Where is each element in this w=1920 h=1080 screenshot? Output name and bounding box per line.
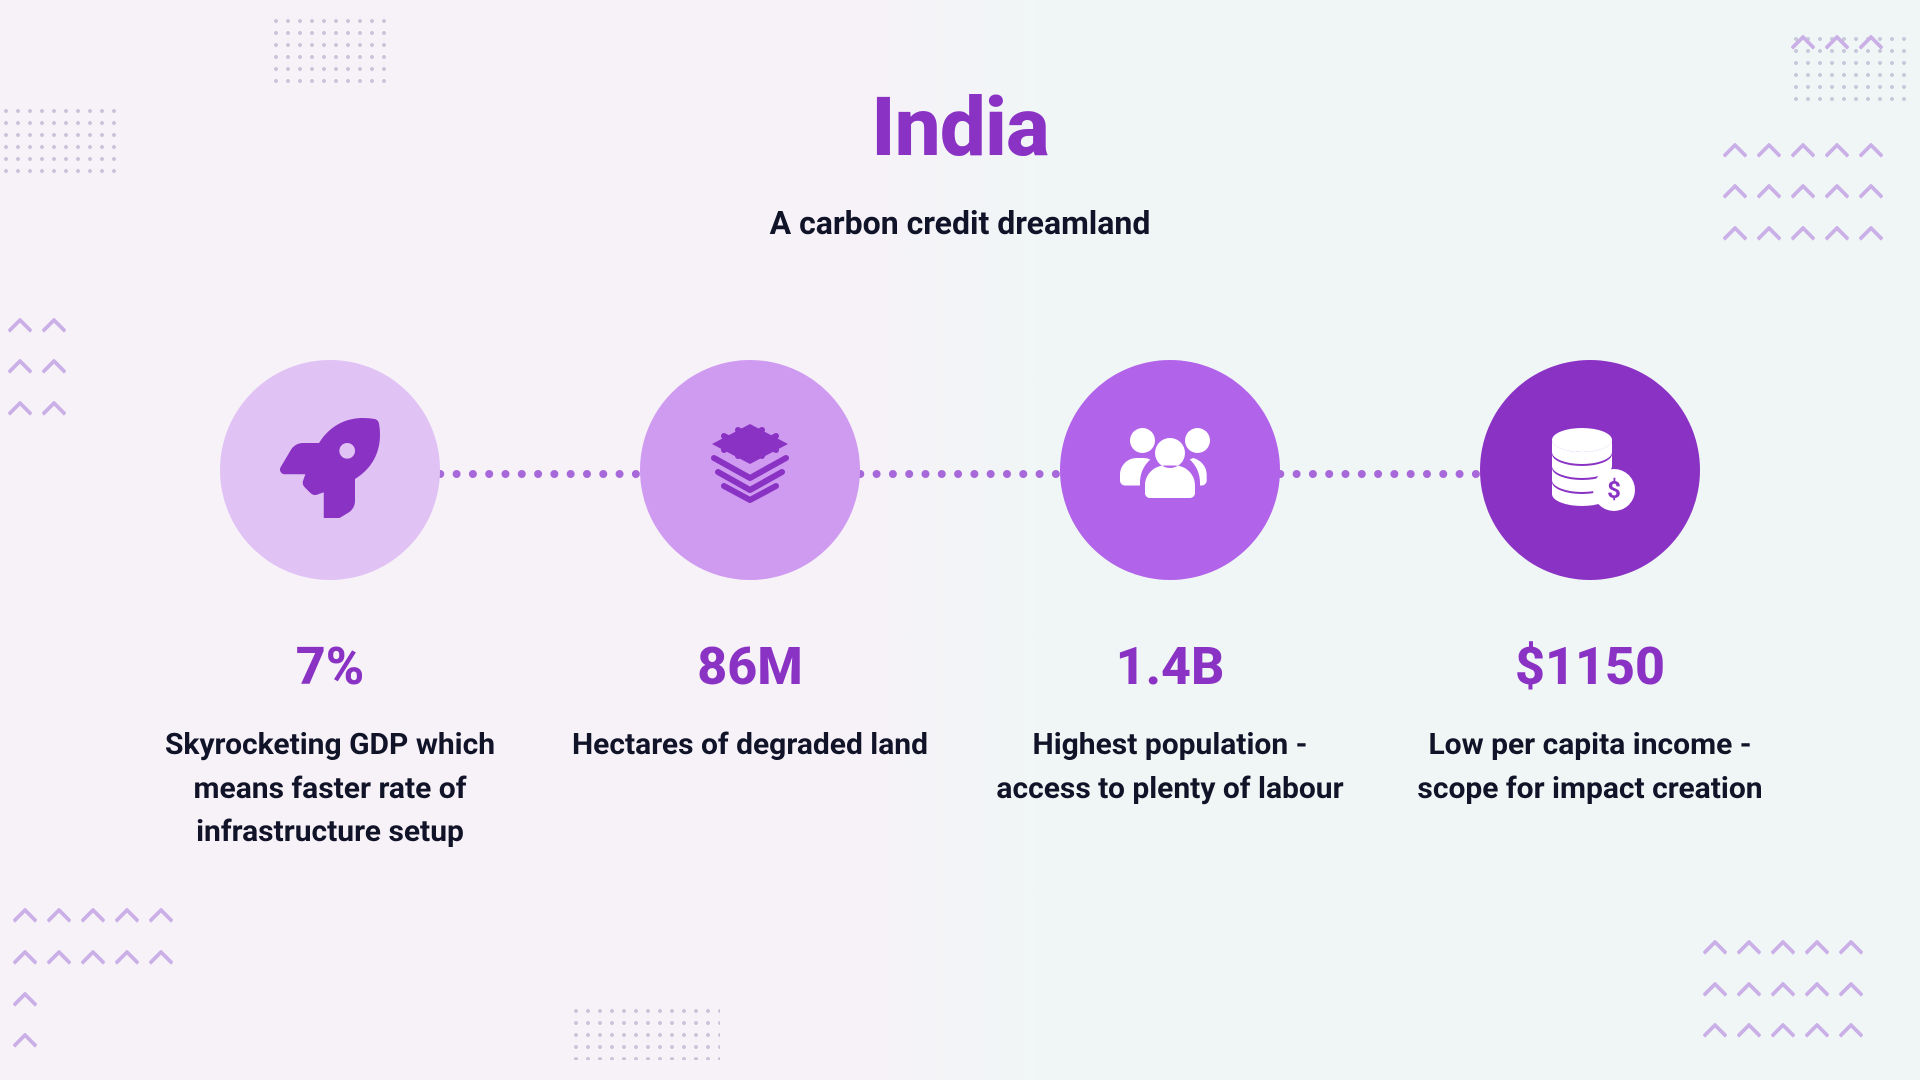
stat-circle xyxy=(640,360,860,580)
connector-line xyxy=(1260,470,1480,478)
decorative-chevrons xyxy=(1788,7,1890,61)
people-icon xyxy=(1120,418,1220,522)
decorative-dots xyxy=(270,15,390,85)
stat-value: 1.4B xyxy=(1116,636,1225,697)
stat-desc: Low per capita income - scope for impact… xyxy=(1380,723,1800,810)
stat-desc: Highest population - access to plenty of… xyxy=(960,723,1380,810)
stat-value: $1150 xyxy=(1515,636,1665,697)
connector-line xyxy=(840,470,1060,478)
rocket-icon xyxy=(280,418,380,522)
stat-item-population: 1.4B Highest population - access to plen… xyxy=(960,360,1380,854)
decorative-chevrons xyxy=(1700,912,1870,1050)
stat-circle: $ xyxy=(1480,360,1700,580)
stat-item-land: 86M Hectares of degraded land xyxy=(540,360,960,854)
svg-text:$: $ xyxy=(1607,476,1621,504)
stat-circle xyxy=(1060,360,1280,580)
layers-icon xyxy=(700,418,800,522)
stat-value: 86M xyxy=(697,636,803,697)
stat-value: 7% xyxy=(296,636,365,697)
stat-circle xyxy=(220,360,440,580)
decorative-dots xyxy=(570,1005,720,1060)
connector-line xyxy=(420,470,640,478)
stat-desc: Hectares of degraded land xyxy=(542,723,958,767)
page-subtitle: A carbon credit dreamland xyxy=(0,204,1920,242)
stat-item-income: $ $1150 Low per capita income - scope fo… xyxy=(1380,360,1800,854)
stats-row: 7% Skyrocketing GDP which means faster r… xyxy=(0,360,1920,854)
stat-desc: Skyrocketing GDP which means faster rate… xyxy=(120,723,540,854)
decorative-chevrons xyxy=(10,881,180,1060)
header: India A carbon credit dreamland xyxy=(0,80,1920,242)
page-title: India xyxy=(0,80,1920,176)
stat-item-gdp: 7% Skyrocketing GDP which means faster r… xyxy=(120,360,540,854)
coins-icon: $ xyxy=(1540,418,1640,522)
